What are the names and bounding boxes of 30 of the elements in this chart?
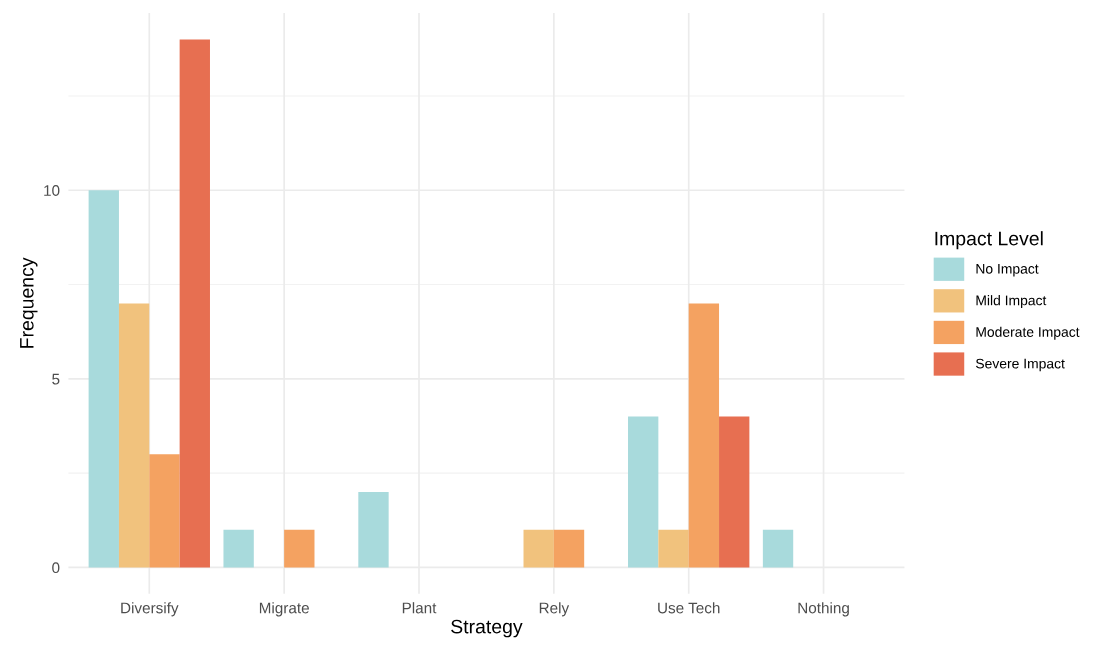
x-tick-label: Use Tech xyxy=(658,602,720,614)
x-tick-label: Migrate xyxy=(259,602,309,617)
bar xyxy=(223,529,254,568)
bar xyxy=(658,529,689,568)
y-tick-label: 10 xyxy=(44,185,60,196)
bar xyxy=(688,303,720,568)
y-tick-label: 0 xyxy=(52,562,60,574)
x-tick-label: Plant xyxy=(402,602,437,614)
legend-label: No Impact xyxy=(976,264,1039,277)
bar xyxy=(762,529,794,568)
x-axis-title: Strategy xyxy=(451,619,523,638)
legend-label: Severe Impact xyxy=(975,358,1065,372)
legend-title: Impact Level xyxy=(935,231,1043,250)
bar xyxy=(284,529,315,568)
bar xyxy=(628,416,659,568)
bar xyxy=(88,190,119,568)
y-tick-label: 5 xyxy=(52,373,60,385)
bar xyxy=(179,39,210,568)
legend-label: Moderate Impact xyxy=(976,326,1080,340)
y-axis-title: Frequency xyxy=(20,257,38,348)
bar xyxy=(118,303,150,568)
bar xyxy=(553,529,585,568)
bar xyxy=(523,529,554,568)
bar xyxy=(719,416,750,568)
x-tick-label: Rely xyxy=(539,602,570,617)
legend-label: Mild Impact xyxy=(976,295,1047,309)
bar xyxy=(358,492,389,568)
bar xyxy=(149,454,180,568)
x-tick-label: Nothing xyxy=(798,602,849,617)
x-tick-label: Diversify xyxy=(121,602,179,617)
